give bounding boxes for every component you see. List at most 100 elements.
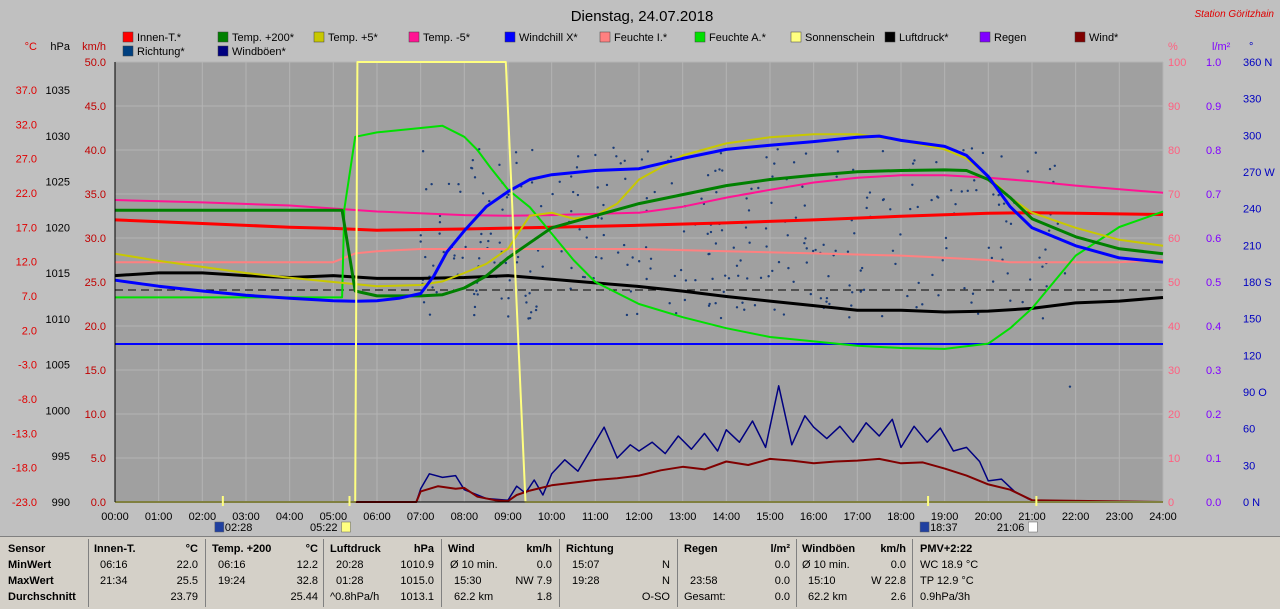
axis-tick-label: 1010 — [46, 314, 70, 326]
wind-direction-dot — [999, 246, 1003, 249]
wind-direction-dot — [424, 188, 428, 191]
stats-luftdruck-trend: ^0.8hPa/h — [330, 591, 380, 603]
sun-marker-icon — [214, 521, 225, 533]
stats-boeen-unit: km/h — [880, 543, 906, 555]
wind-direction-dot — [721, 169, 724, 172]
wind-direction-dot — [930, 198, 933, 202]
wind-direction-dot — [962, 149, 965, 152]
stats-pmv-windchill: WC 18.9 °C — [920, 559, 979, 571]
stats-temp200-avg: 25.44 — [290, 591, 318, 603]
axis-unit-left: hPa — [50, 41, 70, 53]
wind-direction-dot — [715, 191, 718, 194]
wind-direction-dot — [623, 159, 626, 163]
x-tick-label: 10:00 — [538, 511, 566, 523]
wind-direction-dot — [987, 246, 991, 249]
wind-direction-dot — [535, 305, 538, 308]
wind-direction-dot — [1028, 278, 1032, 281]
axis-tick-label: 80 — [1168, 145, 1180, 157]
wind-direction-dot — [719, 316, 723, 320]
axis-tick-label: 40 — [1168, 321, 1180, 333]
legend-label: Regen — [994, 32, 1026, 44]
axis-tick-label: 0.0 — [1206, 497, 1221, 509]
wind-direction-dot — [848, 316, 851, 319]
wind-direction-dot — [743, 308, 746, 311]
series-line-windchill-x — [114, 134, 1164, 303]
wind-direction-dot — [804, 237, 807, 240]
wind-direction-dot — [600, 257, 603, 260]
wind-direction-dot — [452, 257, 456, 260]
stats-luftdruck-unit: hPa — [413, 543, 434, 555]
stats-separator — [441, 539, 442, 607]
wind-direction-dot — [707, 304, 711, 307]
wind-direction-dot — [461, 256, 464, 260]
wind-direction-dot — [891, 249, 895, 253]
wind-direction-dot — [1005, 220, 1008, 223]
wind-direction-dot — [803, 204, 806, 207]
wind-direction-dot — [997, 193, 1000, 197]
stats-boeen-avg: 2.6 — [890, 591, 906, 603]
wind-direction-dot — [528, 316, 532, 320]
axis-tick-label: -13.0 — [12, 428, 37, 440]
wind-direction-dot — [631, 256, 634, 259]
wind-direction-dot — [646, 150, 650, 153]
wind-direction-dot — [909, 207, 912, 211]
wind-direction-dot — [913, 159, 916, 162]
legend-label: Windchill X* — [519, 32, 578, 44]
wind-direction-dot — [507, 297, 510, 300]
axis-tick-label: 0 — [1168, 497, 1174, 509]
wind-direction-dot — [767, 275, 770, 278]
wind-direction-dot — [673, 274, 677, 278]
axis-tick-label: 210 — [1243, 240, 1261, 252]
wind-direction-dot — [827, 275, 830, 278]
axis-tick-label: 45.0 — [85, 101, 106, 113]
wind-direction-dot — [753, 304, 757, 307]
wind-direction-dot — [1026, 170, 1029, 173]
x-tick-label: 24:00 — [1149, 511, 1177, 523]
wind-direction-dot — [596, 216, 600, 219]
series-line-feuchte-i — [115, 248, 1164, 264]
wind-direction-dot — [720, 229, 724, 232]
axis-tick-label: 990 — [52, 497, 70, 509]
axis-unit-left: km/h — [82, 41, 106, 53]
x-tick-label: 06:00 — [363, 511, 391, 523]
x-tick-label: 18:00 — [887, 511, 915, 523]
wind-direction-dot — [835, 175, 838, 178]
wind-direction-dot — [645, 197, 649, 200]
wind-direction-dot — [488, 199, 491, 203]
axis-tick-label: 240 — [1243, 204, 1261, 216]
wind-direction-dot — [596, 186, 599, 189]
stats-boeen-distance: 62.2 km — [808, 591, 848, 603]
wind-direction-dot — [645, 277, 648, 281]
axis-tick-label: 2.0 — [22, 325, 37, 337]
wind-direction-dot — [949, 189, 953, 192]
wind-direction-dot — [637, 260, 641, 263]
wind-direction-dot — [741, 301, 744, 304]
wind-direction-dot — [683, 298, 687, 302]
wind-direction-dot — [709, 230, 713, 234]
legend-label: Feuchte A.* — [709, 32, 767, 44]
wind-direction-dot — [528, 292, 531, 295]
wind-direction-dot — [825, 300, 828, 303]
wind-direction-dot — [476, 293, 479, 296]
stats-row-avg: Durchschnitt — [8, 591, 76, 603]
x-tick-label: 03:00 — [232, 511, 260, 523]
wind-direction-dot — [954, 202, 957, 206]
stats-wind-max-time: 15:30 — [454, 575, 482, 587]
stats-wind-min-value: 0.0 — [536, 559, 552, 571]
wind-direction-dot — [723, 274, 727, 277]
wind-direction-dot — [684, 279, 688, 282]
legend-swatch — [122, 31, 134, 43]
axis-tick-label: 20 — [1168, 409, 1180, 421]
wind-direction-dot — [759, 276, 763, 280]
weather-chart: °C 37.0 32.0 27.0 22.0 17.0 12.0 7.0 2.0 -3.0 -8.0… — [11, 8, 1276, 534]
stats-wind-max-value: NW 7.9 — [515, 575, 552, 587]
wind-direction-dot — [834, 249, 837, 253]
wind-direction-dot — [625, 313, 629, 317]
wind-direction-dot — [765, 245, 768, 248]
wind-direction-dot — [746, 277, 749, 280]
wind-direction-dots — [419, 146, 1072, 388]
wind-direction-dot — [508, 279, 511, 282]
wind-direction-dot — [524, 294, 527, 298]
legend-swatch — [694, 31, 706, 43]
wind-direction-dot — [853, 232, 856, 235]
